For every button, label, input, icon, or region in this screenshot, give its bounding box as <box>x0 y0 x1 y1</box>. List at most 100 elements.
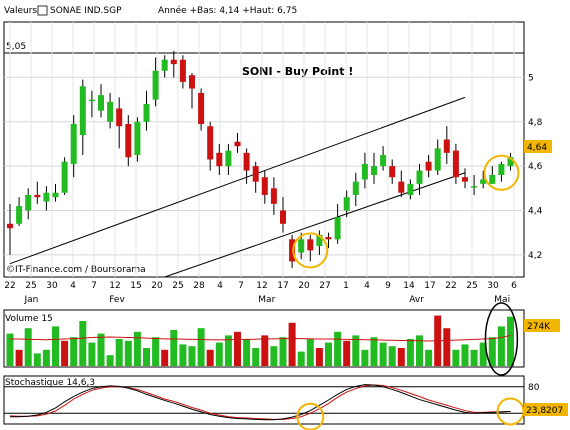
candle-body <box>280 210 286 224</box>
year-range: Année +Bas: 4,14 +Haut: 6,75 <box>158 5 297 16</box>
last-stochastic-badge <box>524 403 568 416</box>
candle-body <box>462 177 468 182</box>
candle-body <box>252 166 259 182</box>
x-day-label: 1 <box>343 281 349 291</box>
volume-bar <box>443 328 451 366</box>
candle-body <box>179 59 186 82</box>
x-day-label: 27 <box>319 281 330 291</box>
x-day-label: 7 <box>91 281 97 291</box>
candle-body <box>16 206 23 224</box>
x-day-label: 15 <box>130 281 141 291</box>
volume-bar <box>397 348 405 366</box>
highlight-circle <box>292 232 329 269</box>
header-label: Valeurs <box>4 6 37 16</box>
candle-body <box>170 59 177 65</box>
x-day-label: 22 <box>4 281 15 291</box>
last-price-badge <box>524 140 552 153</box>
volume-bar <box>452 349 460 366</box>
volume-bar <box>425 349 433 366</box>
instrument-name: SONAE IND.SGP <box>50 6 122 16</box>
x-day-label: 22 <box>445 281 456 291</box>
candle-body <box>107 101 114 122</box>
x-day-label: 25 <box>25 281 36 291</box>
candle-body <box>98 95 104 111</box>
candle-body <box>452 150 459 178</box>
volume-bar <box>406 339 414 366</box>
volume-bar <box>288 322 296 366</box>
x-day-label: 30 <box>487 281 499 291</box>
volume-bar <box>479 342 487 366</box>
stochastic-highlight-circle <box>496 397 525 426</box>
highlight-circle <box>483 154 520 191</box>
x-month-label: Fev <box>109 295 125 305</box>
x-day-label: 14 <box>403 281 415 291</box>
volume-bar <box>52 326 59 366</box>
volume-bar <box>206 349 214 366</box>
checkbox-icon[interactable] <box>37 5 48 16</box>
x-day-label: 17 <box>424 281 435 291</box>
volume-bar <box>507 316 514 366</box>
x-axis-day-labels: 22 25 30 4 7 12 15 20 25 28 4 7 12 17 20 27 1 4 9 14 17 22 25 3… <box>4 281 517 291</box>
candle-body <box>307 239 314 251</box>
price-tick-label: 4,4 <box>528 206 543 216</box>
candle-body <box>79 86 86 136</box>
candlestick-series <box>7 50 514 269</box>
candle-body <box>143 104 150 122</box>
candle-body <box>380 155 387 167</box>
price-y-axis: 5 4,8 4,6 4,4 4,2 <box>528 73 543 260</box>
last-volume-badge <box>524 319 560 332</box>
volume-bar <box>170 330 178 366</box>
candle-body <box>471 186 478 188</box>
volume-bar <box>152 337 160 366</box>
last-volume-label: 274K <box>527 322 551 332</box>
x-month-label: Jan <box>23 295 38 305</box>
candle-body <box>443 139 450 153</box>
stochastic-panel-frame <box>3 375 525 425</box>
candle-body <box>270 188 277 204</box>
candle-body <box>289 239 296 262</box>
volume-bar <box>188 346 196 366</box>
volume-bar <box>143 348 150 366</box>
candle-body <box>70 124 77 164</box>
candle-body <box>334 217 341 240</box>
stochastic-tick-label: 80 <box>528 383 540 393</box>
x-day-label: 20 <box>151 281 163 291</box>
volume-title: Volume 15 <box>5 314 53 324</box>
volume-bar <box>334 331 342 366</box>
candle-body <box>371 166 377 175</box>
candle-body <box>425 161 432 171</box>
candle-body <box>498 163 505 175</box>
buy-point-annotation: SONI - Buy Point ! <box>242 65 353 78</box>
volume-bar <box>97 333 105 366</box>
price-tick-label: 4,8 <box>528 118 543 128</box>
trend-channel <box>9 96 466 278</box>
candle-body <box>434 148 441 171</box>
candle-body <box>88 99 95 102</box>
x-day-label: 6 <box>511 281 517 291</box>
candle-body <box>216 152 223 167</box>
candle-body <box>343 197 350 211</box>
volume-bar <box>325 342 332 366</box>
volume-bar <box>88 342 96 366</box>
volume-bar <box>61 340 69 366</box>
channel-upper-line <box>9 96 466 265</box>
volume-bar <box>224 335 232 366</box>
source-credit: ©IT-Finance.com / Boursorama <box>6 265 146 275</box>
volume-bar <box>497 326 505 366</box>
volume-bar <box>106 355 114 366</box>
channel-lower-line <box>164 172 466 278</box>
x-axis-month-labels: Jan Fev Mar Avr Mai <box>23 295 510 305</box>
candle-body <box>52 192 59 198</box>
volume-bar <box>461 344 469 366</box>
volume-bar <box>388 346 396 366</box>
candle-body <box>134 121 141 156</box>
volume-bar <box>161 349 169 366</box>
candle-body <box>243 152 250 171</box>
price-tick-label: 4,2 <box>528 251 542 261</box>
x-month-label: Mai <box>494 295 510 305</box>
candle-body <box>507 157 514 167</box>
candle-body <box>7 223 13 229</box>
x-day-label: 25 <box>172 281 183 291</box>
candle-body <box>261 177 268 195</box>
highlight-circles <box>292 154 520 269</box>
